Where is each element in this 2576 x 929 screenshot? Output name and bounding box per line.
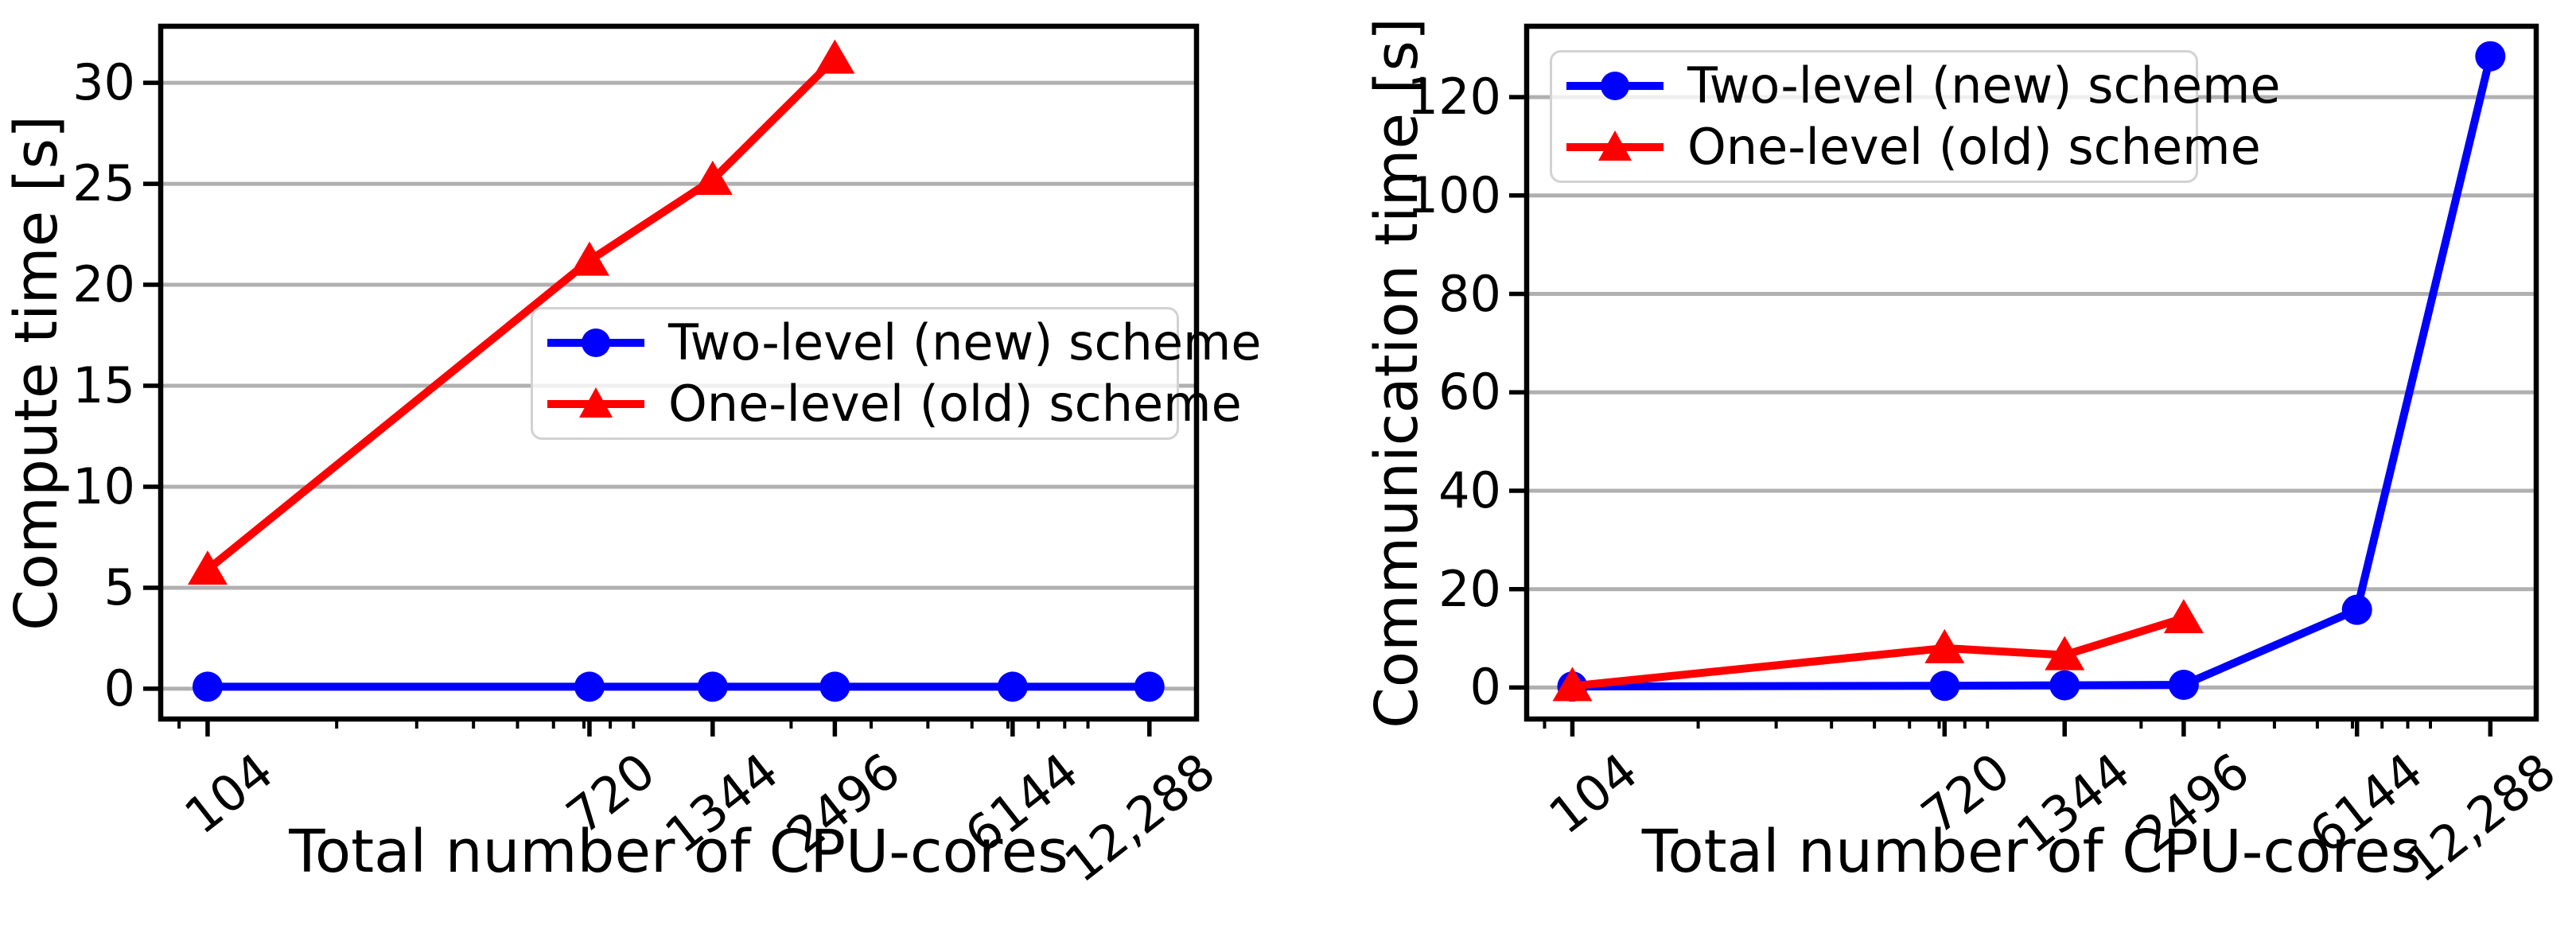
legend-row-two-level: Two-level (new) scheme [544, 313, 1262, 371]
legend-label-two-level: Two-level (new) scheme [1687, 56, 2281, 115]
y-tick-label: 0 [103, 659, 135, 717]
legend-row-one-level: One-level (old) scheme [544, 375, 1242, 433]
data-point-circle [2168, 670, 2199, 701]
data-point-triangle [1552, 667, 1593, 702]
axes-spines [1523, 23, 2539, 722]
data-point-triangle [2163, 599, 2204, 634]
data-point-circle [192, 671, 223, 702]
right-chart-legend: Two-level (new) scheme One-level (old) s… [1550, 50, 2281, 183]
data-point-triangle [2045, 636, 2085, 671]
legend-row-one-level: One-level (old) scheme [1563, 119, 2261, 176]
y-tick-label: 5 [103, 558, 135, 616]
blue-line-circle-sample-icon [547, 328, 644, 357]
data-point-circle [2341, 594, 2372, 625]
y-tick-label: 40 [1438, 461, 1501, 519]
data-point-circle [697, 671, 728, 702]
y-tick-label: 25 [72, 154, 135, 213]
blue-line-circle-sample-icon [1566, 71, 1664, 100]
legend-row-two-level: Two-level (new) scheme [1563, 56, 2281, 115]
y-tick-label: 15 [72, 356, 135, 414]
data-point-circle [574, 671, 605, 702]
legend-label-one-level: One-level (old) scheme [1687, 118, 2261, 177]
red-line-triangle-sample-icon [1566, 130, 1664, 161]
data-point-circle [1929, 671, 1960, 702]
y-tick-label: 120 [1407, 68, 1501, 126]
data-point-circle [2049, 670, 2080, 701]
right-x-axis-label: Total number of CPU-cores [1641, 818, 2422, 886]
series-line-one-level [203, 54, 839, 574]
y-tick-label: 100 [1407, 165, 1501, 224]
legend-label-one-level: One-level (old) scheme [668, 375, 1242, 433]
red-line-triangle-sample-icon [547, 387, 644, 418]
left-y-axis-label: Compute time [s] [2, 115, 71, 631]
y-tick-label: 60 [1438, 363, 1501, 422]
y-tick-label: 10 [72, 457, 135, 515]
data-point-circle [2475, 41, 2506, 72]
series-line-two-level [1568, 52, 2495, 691]
series-line-one-level [1568, 614, 2188, 690]
data-point-circle [819, 671, 850, 702]
left-chart-legend: Two-level (new) scheme One-level (old) s… [531, 307, 1262, 440]
legend-label-two-level: Two-level (new) scheme [668, 313, 1262, 371]
axes-spines [158, 23, 1200, 722]
left-x-axis-label: Total number of CPU-cores [289, 818, 1068, 886]
y-tick-label: 0 [1469, 658, 1501, 717]
y-tick-label: 20 [1438, 559, 1501, 618]
data-point-triangle [569, 241, 609, 276]
y-tick-label: 20 [72, 255, 135, 314]
data-point-circle [997, 671, 1028, 702]
data-point-triangle [815, 39, 855, 74]
data-point-triangle [692, 160, 733, 195]
y-tick-label: 80 [1438, 264, 1501, 323]
data-point-circle [1134, 671, 1165, 702]
y-tick-label: 30 [72, 53, 135, 112]
data-point-triangle [187, 550, 228, 585]
data-point-triangle [1924, 628, 1965, 663]
